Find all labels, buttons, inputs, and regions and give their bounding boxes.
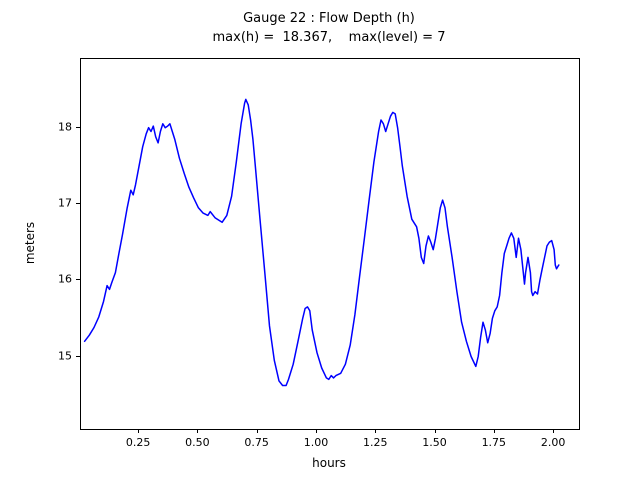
chart-subtitle: max(h) = 18.367, max(level) = 7 <box>212 29 446 45</box>
chart-title-block: Gauge 22 : Flow Depth (h) max(h) = 18.36… <box>80 10 578 48</box>
x-tick-label: 1.50 <box>422 436 447 449</box>
x-tick-mark <box>256 429 258 433</box>
x-tick-label: 0.25 <box>125 436 151 449</box>
x-tick-label: 1.00 <box>303 436 329 449</box>
plot-area <box>80 58 580 430</box>
y-tick-label: 15 <box>58 349 72 363</box>
x-axis-label: hours <box>312 456 346 470</box>
x-tick-mark <box>375 429 377 433</box>
data-line <box>83 98 560 387</box>
x-tick-mark <box>493 429 495 433</box>
y-tick-mark <box>76 202 80 204</box>
y-axis-label: meters <box>23 221 37 265</box>
y-tick-label: 18 <box>58 120 72 134</box>
x-tick-label: 0.75 <box>244 436 269 449</box>
x-tick-mark <box>315 429 317 433</box>
y-tick-mark <box>76 279 80 281</box>
y-tick-label: 17 <box>58 196 72 210</box>
x-tick-mark <box>138 429 140 433</box>
x-tick-label: 2.00 <box>540 436 566 449</box>
x-tick-label: 1.25 <box>362 436 388 449</box>
flow-depth-line-svg <box>83 98 560 387</box>
x-tick-mark <box>434 429 436 433</box>
x-tick-mark <box>553 429 555 433</box>
y-tick-mark <box>76 355 80 357</box>
x-tick-mark <box>197 429 199 433</box>
y-tick-mark <box>76 126 80 128</box>
x-tick-label: 0.50 <box>185 436 210 449</box>
x-tick-label: 1.75 <box>481 436 507 449</box>
y-tick-label: 16 <box>58 272 72 286</box>
chart-title: Gauge 22 : Flow Depth (h) <box>243 11 415 26</box>
